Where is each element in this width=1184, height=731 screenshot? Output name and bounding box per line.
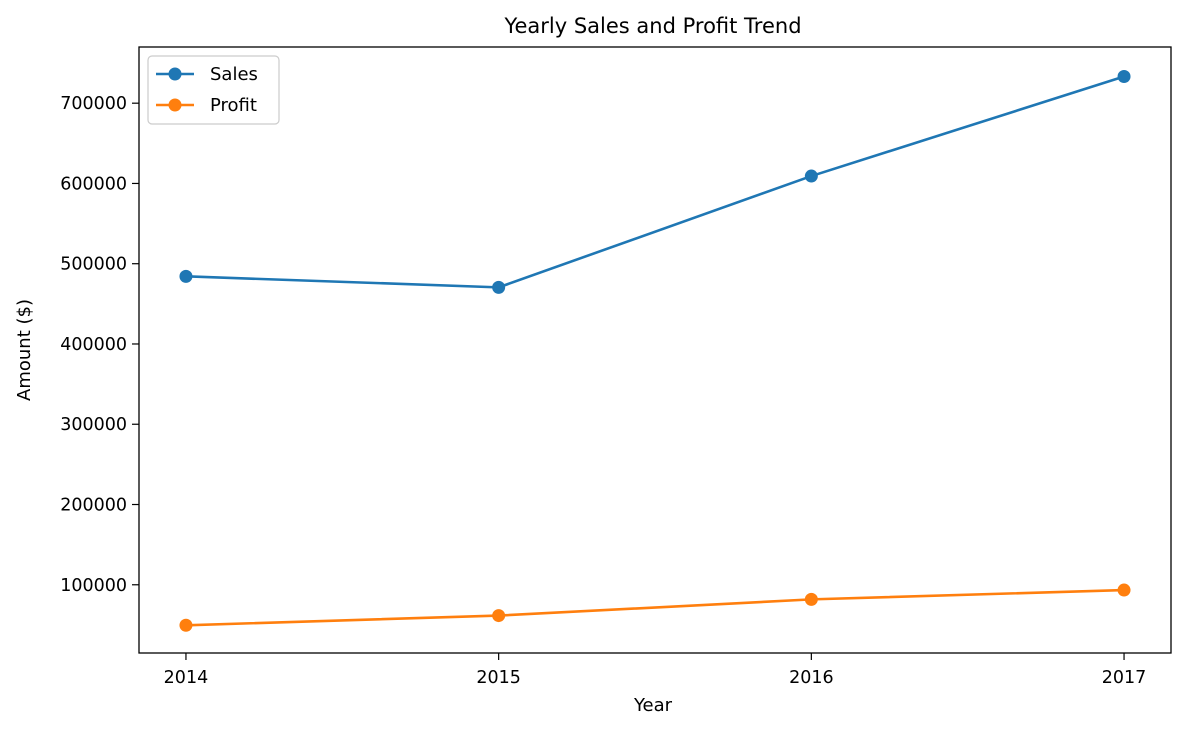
x-axis-label: Year (633, 695, 673, 716)
axes-frame (138, 46, 1172, 654)
x-tick-label: 2014 (164, 668, 209, 688)
legend-sales-marker (168, 67, 182, 81)
x-tick-label: 2017 (1102, 668, 1147, 688)
profit-data-point (1117, 583, 1131, 597)
sales-data-point (179, 269, 193, 283)
legend-sales-label: Sales (210, 64, 258, 85)
x-tick-label: 2015 (476, 668, 521, 688)
y-axis-label: Amount ($) (14, 299, 35, 401)
sales-data-point (1117, 70, 1131, 84)
y-tick-label: 300000 (60, 415, 127, 435)
chart-title: Yearly Sales and Profit Trend (503, 14, 801, 38)
profit-data-point (179, 618, 193, 632)
profit-series-line (185, 588, 1125, 627)
y-tick-label: 600000 (60, 174, 127, 194)
profit-data-point (492, 609, 506, 623)
legend-profit-label: Profit (210, 95, 257, 116)
y-tick-label: 500000 (60, 255, 127, 275)
legend-profit-marker (168, 98, 182, 112)
plot-area: 2014 2015 2016 2017 100000 200000 300000 400000… (60, 46, 1172, 688)
sales-data-point (804, 169, 818, 183)
x-tick-label: 2016 (789, 668, 834, 688)
sales-data-point (492, 280, 506, 294)
y-tick-label: 100000 (60, 576, 127, 596)
y-tick-label: 700000 (60, 94, 127, 114)
sales-series-line (185, 75, 1125, 289)
y-tick-label: 200000 (60, 496, 127, 516)
y-tick-label: 400000 (60, 335, 127, 355)
profit-data-point (804, 592, 818, 606)
